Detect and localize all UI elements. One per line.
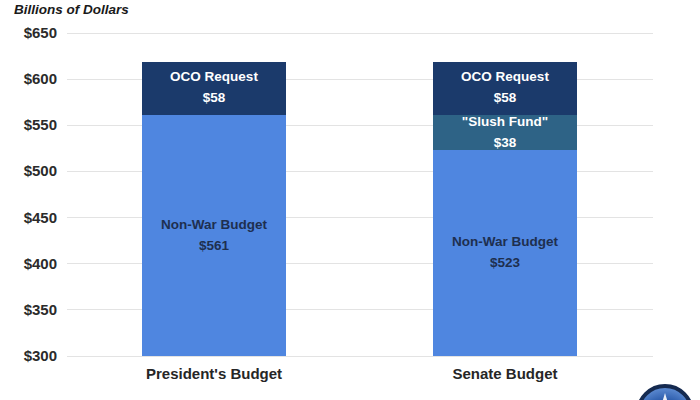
segment-value-label: $58	[203, 88, 226, 109]
bar-segment: "Slush Fund"$38	[433, 115, 577, 150]
x-axis-category-label: President's Budget	[102, 365, 326, 382]
segment-name-label: OCO Request	[170, 67, 258, 88]
segment-value-label: $38	[494, 133, 517, 151]
stacked-bar: Non-War Budget$523"Slush Fund"$38OCO Req…	[433, 62, 577, 356]
y-axis-tick-label: $350	[9, 301, 57, 318]
segment-value-label: $561	[199, 236, 229, 257]
chart-title: Billions of Dollars	[14, 2, 129, 17]
y-axis-tick-label: $400	[9, 255, 57, 272]
y-axis-tick-label: $600	[9, 70, 57, 87]
segment-name-label: "Slush Fund"	[462, 115, 548, 133]
segment-name-label: OCO Request	[461, 67, 549, 88]
gridline	[67, 33, 653, 34]
y-axis-tick-label: $500	[9, 162, 57, 179]
y-axis-tick-label: $300	[9, 347, 57, 364]
segment-name-label: Non-War Budget	[161, 215, 267, 236]
bar-segment: Non-War Budget$523	[433, 150, 577, 356]
chart-canvas: Billions of Dollars $650$600$550$500$450…	[0, 0, 700, 400]
bar-segment: Non-War Budget$561	[142, 115, 286, 356]
y-axis-tick-label: $550	[9, 116, 57, 133]
bar-segment: OCO Request$58	[433, 62, 577, 116]
segment-name-label: Non-War Budget	[452, 232, 558, 253]
circular-seal-logo	[636, 384, 694, 400]
segment-value-label: $523	[490, 253, 520, 274]
y-axis-tick-label: $450	[9, 209, 57, 226]
bar-segment: OCO Request$58	[142, 62, 286, 116]
stacked-bar: Non-War Budget$561OCO Request$58	[142, 62, 286, 356]
plot-area: $650$600$550$500$450$400$350$300Non-War …	[67, 33, 653, 356]
logo-mark-icon	[662, 393, 668, 400]
segment-value-label: $58	[494, 88, 517, 109]
y-axis-tick-label: $650	[9, 24, 57, 41]
x-axis-category-label: Senate Budget	[393, 365, 617, 382]
